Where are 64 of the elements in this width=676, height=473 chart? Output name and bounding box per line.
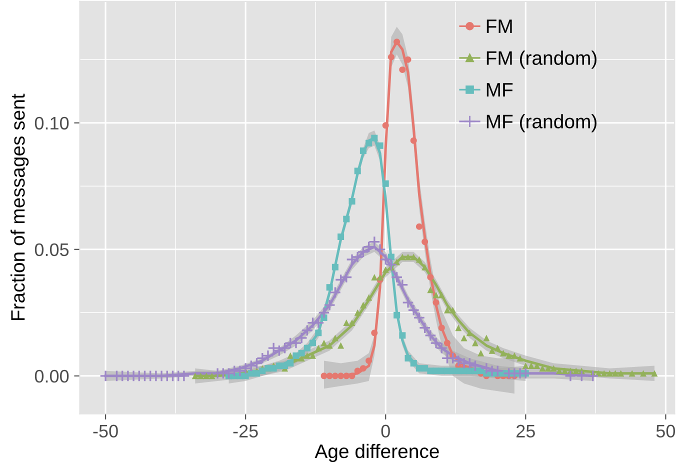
y-tick-label: 0.10 <box>34 116 69 130</box>
point <box>399 332 406 339</box>
point <box>270 365 277 372</box>
point <box>432 299 440 306</box>
point <box>388 54 394 60</box>
point <box>371 330 378 336</box>
point <box>427 274 434 280</box>
point <box>348 372 356 380</box>
point <box>304 344 310 352</box>
point <box>422 365 428 372</box>
point <box>315 330 322 336</box>
point <box>320 372 328 380</box>
point <box>416 223 422 230</box>
point <box>338 233 344 240</box>
point <box>259 368 266 374</box>
point <box>326 372 333 380</box>
point <box>366 357 372 364</box>
point <box>455 368 462 374</box>
point <box>410 137 417 144</box>
point <box>354 368 361 374</box>
y-tick-label: 0.05 <box>34 243 69 256</box>
point <box>348 198 356 205</box>
point <box>427 368 434 374</box>
point <box>366 140 372 146</box>
point <box>422 238 428 246</box>
x-tick-label: -25 <box>233 424 258 438</box>
point <box>382 180 389 187</box>
point <box>410 360 417 367</box>
point <box>360 147 366 154</box>
point <box>332 264 338 270</box>
point <box>382 122 389 129</box>
point <box>254 370 260 377</box>
point <box>376 142 384 149</box>
point <box>343 216 350 222</box>
legend-label: FM (random) <box>486 50 596 69</box>
point <box>343 372 350 380</box>
point <box>371 134 378 142</box>
point <box>404 56 412 63</box>
point <box>338 372 344 380</box>
point <box>282 362 288 370</box>
x-tick-label: 50 <box>656 424 676 438</box>
x-tick-label: 25 <box>516 424 535 438</box>
point <box>444 340 450 346</box>
legend-label: MF <box>486 83 513 96</box>
point <box>287 360 294 367</box>
point <box>292 352 300 359</box>
point <box>394 312 400 318</box>
x-tick-label: 0 <box>381 424 390 438</box>
point <box>438 324 445 332</box>
point <box>394 38 400 46</box>
point <box>298 350 305 356</box>
y-axis-title: Fraction of messages sent <box>10 94 29 320</box>
point <box>360 365 366 372</box>
x-axis-title: Age difference <box>314 444 439 462</box>
legend-label: FM <box>486 20 512 34</box>
point <box>354 168 361 174</box>
y-tick-label: 0.00 <box>34 370 69 383</box>
point <box>399 66 406 73</box>
point <box>326 284 333 291</box>
point <box>404 354 412 362</box>
point <box>332 372 338 380</box>
legend-label: MF (random) <box>486 114 596 132</box>
x-tick-label: -50 <box>93 424 118 438</box>
point <box>310 340 316 346</box>
